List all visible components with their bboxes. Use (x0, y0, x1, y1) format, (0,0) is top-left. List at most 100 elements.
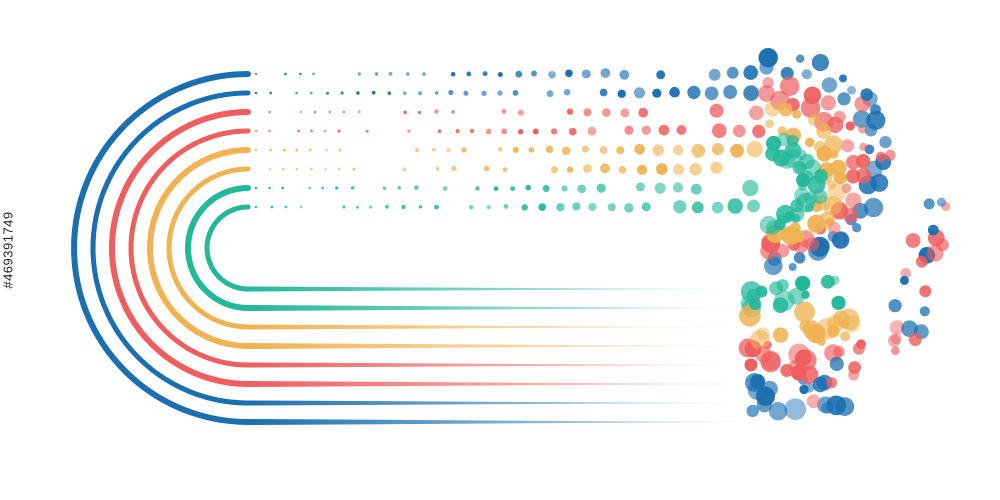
decor-dot (793, 251, 806, 264)
decor-dot (841, 139, 855, 153)
decor-dot (901, 320, 918, 338)
decor-dot (337, 167, 341, 171)
decor-dot (747, 199, 760, 213)
decor-dot (254, 205, 258, 209)
decor-dot (422, 72, 426, 76)
decor-dot (418, 91, 422, 96)
decor-dot (254, 186, 258, 190)
track-arc (90, 90, 251, 406)
decor-dot (712, 123, 727, 138)
decor-dot (435, 166, 440, 171)
decor-dot (927, 224, 939, 236)
decor-dot (295, 148, 299, 152)
decor-dot (482, 71, 488, 77)
decor-dot (846, 169, 861, 184)
decor-dot (295, 167, 299, 171)
decor-dot (923, 198, 935, 210)
decor-dot (596, 183, 606, 193)
decor-dot (846, 154, 861, 170)
decor-dot (915, 255, 928, 268)
decor-dot (711, 143, 725, 156)
decor-dot (743, 65, 758, 80)
decor-dot (284, 72, 287, 76)
decor-dot (323, 129, 327, 133)
decor-dot (779, 76, 800, 96)
decor-dot (792, 367, 804, 379)
decor-dot (437, 129, 442, 133)
decor-dot (690, 183, 702, 195)
decor-dot (858, 125, 867, 134)
decor-dot (730, 143, 744, 158)
decor-dot (254, 72, 258, 76)
decor-dot (340, 91, 344, 95)
decor-dot (855, 167, 872, 184)
decor-dot (864, 123, 878, 137)
decor-dot (282, 167, 285, 171)
decor-dot (755, 346, 772, 363)
decor-dot (515, 70, 523, 78)
decor-dot (765, 119, 774, 129)
decor-dot (852, 110, 871, 128)
decor-dot (746, 141, 763, 158)
decor-dot (434, 91, 439, 95)
decor-dot (502, 167, 508, 172)
decor-dot (283, 148, 286, 152)
decor-dot (503, 204, 509, 209)
decor-dot (434, 204, 439, 210)
decor-dot (342, 205, 346, 209)
track-line-fade (248, 343, 737, 349)
decor-dot (801, 69, 812, 80)
decor-dot (733, 124, 746, 138)
decor-dot (708, 68, 721, 81)
decor-dot (451, 72, 456, 77)
track-line-fade (248, 362, 739, 368)
decor-dot (800, 98, 821, 118)
decor-dot (749, 105, 764, 121)
decor-dot (759, 60, 774, 75)
decor-dot (548, 71, 556, 79)
decor-dot (403, 91, 407, 95)
decor-dot (551, 128, 558, 135)
decor-dot (602, 108, 611, 117)
decor-dot (451, 165, 457, 171)
decor-dot (689, 163, 702, 176)
decor-dot (687, 85, 701, 99)
decor-dot (759, 215, 779, 235)
decor-dot (417, 110, 422, 115)
decor-dot (321, 186, 324, 190)
decor-dot (369, 205, 373, 209)
decor-dot (704, 86, 719, 101)
decor-dot (434, 109, 439, 114)
decor-dot (673, 200, 687, 214)
decor-dot (415, 148, 419, 153)
decor-dot (562, 146, 571, 155)
decor-dot (833, 171, 847, 185)
decor-dot (310, 129, 313, 133)
decor-dot (582, 145, 589, 153)
decor-dot (401, 204, 406, 210)
decor-dot (517, 109, 525, 116)
decor-dot (808, 113, 820, 126)
decor-dot (309, 91, 313, 95)
decor-dot (817, 396, 834, 414)
decor-dot (600, 68, 611, 78)
decor-dot (357, 72, 361, 76)
decor-dot (451, 110, 455, 114)
decor-dot (365, 129, 369, 133)
decor-dot (778, 102, 793, 117)
decor-dot (567, 166, 574, 173)
decor-dot (414, 185, 419, 190)
decor-dot (588, 202, 597, 212)
decor-dot (599, 88, 608, 97)
decor-dot (624, 203, 634, 213)
decor-dot (709, 103, 724, 118)
decor-dot (652, 144, 664, 156)
decor-dot (475, 186, 480, 191)
decor-dot (309, 148, 312, 152)
decor-dot (870, 104, 881, 115)
decor-dot (583, 108, 592, 117)
decor-dot (352, 167, 356, 171)
decor-dot (299, 205, 303, 209)
decor-dot (337, 129, 341, 133)
decor-dot (512, 146, 519, 153)
